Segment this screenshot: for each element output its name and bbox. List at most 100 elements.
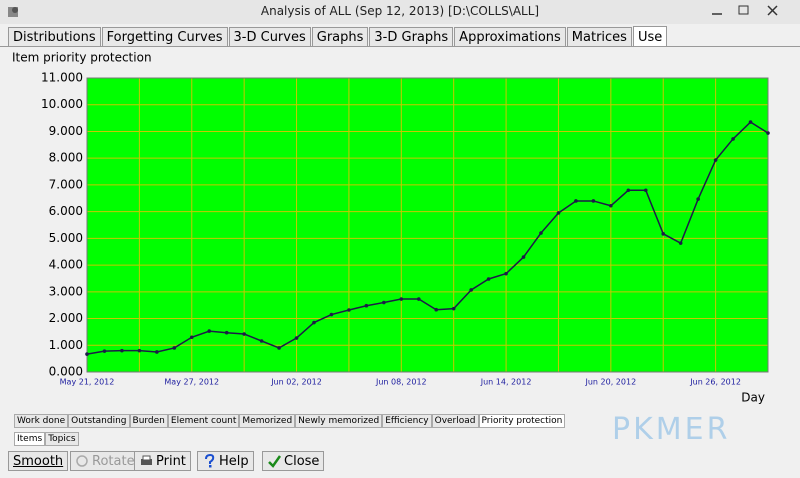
y-tick-label: 4.000 (49, 258, 83, 272)
x-tick-label: Jun 02, 2012 (270, 378, 322, 387)
button-label: Help (219, 453, 249, 469)
y-tick-label: 11.000 (41, 71, 83, 85)
y-tick-label: 2.000 (49, 311, 83, 325)
graph-tab[interactable]: Overload (431, 414, 479, 428)
data-point (382, 300, 386, 305)
button[interactable]: Smooth (8, 451, 69, 471)
tab-row: Distributions Forgetting Curves 3-D Curves… (8, 25, 668, 46)
tab[interactable]: Graphs (311, 27, 369, 46)
data-point (155, 350, 159, 354)
data-point (224, 330, 229, 335)
button: Rotate (70, 451, 140, 471)
data-point (504, 271, 508, 276)
view-tab-row: Items Topics (14, 432, 79, 446)
x-tick-label: Jun 08, 2012 (375, 378, 427, 387)
data-point (678, 241, 683, 245)
graph-tab[interactable]: Work done (14, 414, 69, 428)
graph-tab[interactable]: Outstanding (68, 414, 130, 428)
data-point (469, 288, 473, 292)
tab[interactable]: Forgetting Curves (101, 27, 228, 46)
data-point (661, 232, 666, 236)
data-point (591, 199, 596, 203)
data-point (521, 255, 526, 259)
data-point (416, 297, 421, 301)
tab[interactable]: 3-D Graphs (369, 27, 454, 46)
data-point (137, 348, 142, 353)
data-point (574, 199, 578, 203)
data-point (713, 158, 718, 162)
view-tab[interactable]: Items (14, 432, 46, 446)
tab[interactable]: Use (632, 26, 668, 46)
tab[interactable]: Distributions (8, 27, 101, 46)
y-tick-label: 10.000 (41, 97, 83, 111)
tab-line (0, 46, 800, 47)
data-point (556, 211, 561, 215)
button-icon (76, 455, 88, 467)
plot-area (87, 78, 768, 372)
data-point (434, 307, 439, 312)
data-point (347, 308, 351, 312)
data-point (451, 306, 456, 311)
x-tick-label: Jun 26, 2012 (689, 378, 741, 387)
y-tick-label: 3.000 (49, 284, 83, 298)
graph-tab[interactable]: Burden (129, 414, 168, 428)
button-icon (268, 455, 281, 468)
graph-tab[interactable]: Efficiency (382, 414, 432, 428)
button-icon (205, 454, 215, 468)
title-bar: Analysis of ALL (Sep 12, 2013) [D:\COLLS… (0, 0, 800, 24)
data-point (294, 336, 299, 340)
button-label: Print (156, 453, 186, 469)
data-line (86, 121, 769, 355)
graph-tab[interactable]: Element count (167, 414, 240, 428)
x-tick-label: Jun 20, 2012 (585, 378, 637, 387)
data-point (364, 303, 369, 308)
app-icon (8, 7, 18, 17)
data-point (85, 352, 89, 356)
watermark: PKMER (612, 412, 731, 447)
tab[interactable]: Matrices (566, 27, 632, 46)
button-label: Close (284, 453, 320, 469)
graph-tab-row: Work done Outstanding Burden Element count M… (14, 414, 566, 428)
y-tick-label: 0.000 (49, 365, 83, 379)
x-tick-label: May 27, 2012 (164, 378, 219, 387)
data-point (172, 346, 177, 350)
data-point (312, 320, 316, 325)
y-tick-label: 8.000 (49, 151, 83, 165)
data-point (696, 197, 700, 201)
view-tab[interactable]: Topics (45, 432, 79, 446)
chart-title: Item priority protection (12, 51, 152, 65)
x-tick-label: Jun 14, 2012 (480, 378, 532, 387)
data-point (242, 332, 246, 336)
window-title: Analysis of ALL (Sep 12, 2013) [D:\COLLS… (260, 4, 540, 18)
button-label: Rotate (92, 453, 135, 469)
data-point (539, 231, 543, 235)
data-point (189, 335, 194, 340)
button[interactable]: Close (262, 451, 325, 471)
data-point (748, 120, 753, 124)
data-point (207, 329, 212, 333)
data-point (766, 131, 770, 135)
plot-border (86, 77, 769, 373)
y-tick-label: 1.000 (49, 338, 83, 352)
graph-tab[interactable]: Newly memorized (295, 414, 383, 428)
y-tick-label: 7.000 (49, 177, 83, 191)
tab[interactable]: Approximations (454, 27, 566, 46)
data-point (399, 297, 404, 301)
button[interactable]: Print (134, 451, 191, 471)
tab[interactable]: 3-D Curves (228, 27, 311, 46)
data-point (259, 339, 264, 343)
data-point (609, 203, 613, 208)
graph-tab[interactable]: Memorized (239, 414, 296, 428)
button[interactable]: Help (197, 451, 254, 471)
data-point (643, 188, 648, 193)
chart: Item priority protection Day 0.000 1.000 2… (12, 51, 770, 405)
x-axis-label: Day (741, 391, 765, 405)
y-tick-label: 9.000 (49, 124, 83, 138)
data-point (329, 312, 334, 317)
data-point (277, 346, 281, 350)
graph-tab[interactable]: Priority protection (478, 414, 566, 428)
x-tick-label: May 21, 2012 (60, 378, 115, 387)
window-controls[interactable] (706, 2, 796, 22)
y-tick-label: 6.000 (49, 204, 83, 218)
